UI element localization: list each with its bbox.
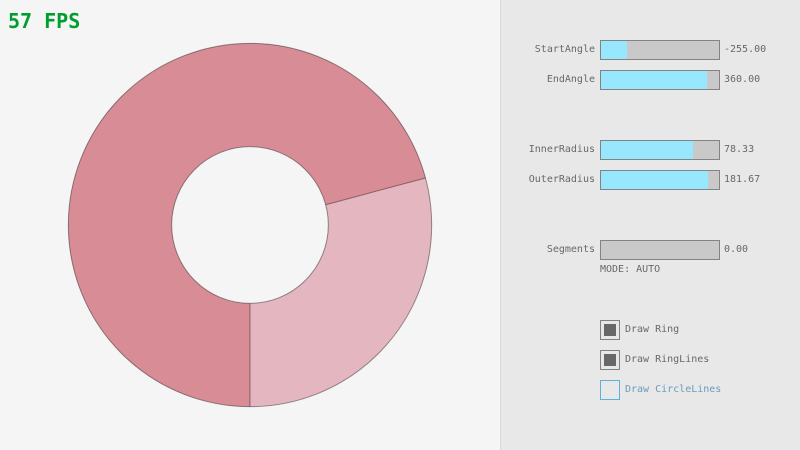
draw-ring-checkbox[interactable] (600, 320, 620, 340)
inner-radius-label: InnerRadius (528, 144, 595, 155)
fps-counter: 57 FPS (8, 9, 81, 33)
segments-value: 0.00 (724, 244, 749, 255)
inner-radius-value: 78.33 (724, 144, 755, 155)
start-angle-value: -255.00 (724, 44, 767, 55)
draw-ringlines-label: Draw RingLines (625, 354, 710, 365)
start-angle-slider-fill (601, 41, 627, 59)
draw-circlelines-checkbox[interactable] (600, 380, 620, 400)
outer-radius-slider-fill (601, 171, 709, 189)
checkbox-row-draw-ringlines: Draw RingLines (500, 350, 800, 370)
outer-radius-slider[interactable] (600, 170, 720, 190)
segments-mode-text: MODE: AUTO (600, 264, 661, 275)
slider-row-outer-radius: OuterRadius 181.67 (500, 170, 800, 190)
draw-circlelines-label: Draw CircleLines (625, 384, 722, 395)
draw-ring-label: Draw Ring (625, 324, 680, 335)
segments-label: Segments (546, 244, 595, 255)
slider-row-start-angle: StartAngle -255.00 (500, 40, 800, 60)
slider-row-end-angle: EndAngle 360.00 (500, 70, 800, 90)
inner-radius-slider-fill (601, 141, 694, 159)
end-angle-value: 360.00 (724, 74, 761, 85)
outer-radius-label: OuterRadius (528, 174, 595, 185)
ring-chart (67, 42, 433, 408)
end-angle-slider[interactable] (600, 70, 720, 90)
checkbox-row-draw-ring: Draw Ring (500, 320, 800, 340)
outer-radius-value: 181.67 (724, 174, 761, 185)
slider-row-inner-radius: InnerRadius 78.33 (500, 140, 800, 160)
slider-row-segments: Segments 0.00 (500, 240, 800, 260)
end-angle-slider-fill (601, 71, 708, 89)
segments-slider[interactable] (600, 240, 720, 260)
checkbox-row-draw-circlelines: Draw CircleLines (500, 380, 800, 400)
panel-divider (500, 0, 501, 450)
draw-ringlines-checkbox[interactable] (600, 350, 620, 370)
end-angle-label: EndAngle (546, 74, 595, 85)
inner-radius-slider[interactable] (600, 140, 720, 160)
start-angle-label: StartAngle (534, 44, 595, 55)
start-angle-slider[interactable] (600, 40, 720, 60)
